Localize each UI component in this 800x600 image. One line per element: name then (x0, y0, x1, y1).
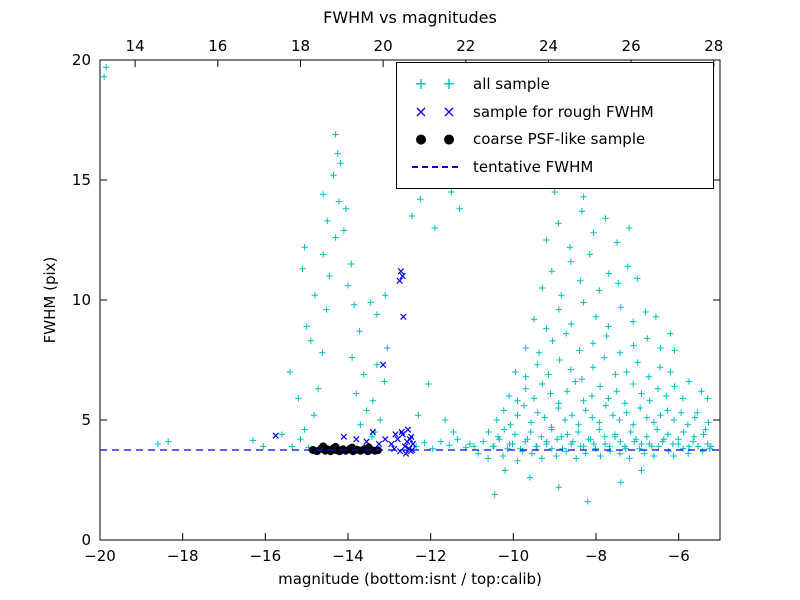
svg-text:5: 5 (81, 411, 91, 429)
legend-item-rough-fwhm: × × sample for rough FWHM (407, 99, 703, 125)
legend-item-all-sample: + + all sample (407, 71, 703, 97)
svg-text:−14: −14 (332, 547, 364, 565)
y-axis-label: FWHM (pix) (41, 256, 59, 344)
svg-text:−12: −12 (415, 547, 447, 565)
svg-text:14: 14 (126, 37, 145, 55)
svg-text:16: 16 (208, 37, 227, 55)
psf-sample-points (308, 442, 382, 456)
all-sample-points (100, 64, 715, 505)
svg-text:−6: −6 (668, 547, 690, 565)
svg-text:10: 10 (72, 291, 91, 309)
svg-text:−16: −16 (249, 547, 281, 565)
svg-text:15: 15 (72, 171, 91, 189)
svg-text:−10: −10 (497, 547, 529, 565)
legend-label: coarse PSF-like sample (473, 130, 646, 149)
svg-text:26: 26 (622, 37, 641, 55)
svg-text:20: 20 (374, 37, 393, 55)
svg-text:−20: −20 (84, 547, 116, 565)
svg-text:18: 18 (291, 37, 310, 55)
tick-labels: −20 −18 −16 −14 −12 −10 −8 −6 14 16 18 20 22 24 26 28 0 5… (72, 37, 723, 565)
svg-text:20: 20 (72, 51, 91, 69)
svg-text:22: 22 (456, 37, 475, 55)
legend-label: all sample (473, 75, 550, 93)
legend-label: sample for rough FWHM (473, 102, 654, 121)
dot-marker-icon: ● ● (415, 131, 455, 147)
svg-text:−18: −18 (167, 547, 199, 565)
svg-text:28: 28 (704, 37, 723, 55)
plus-marker-icon: + + (414, 74, 456, 93)
legend-item-tentative-fwhm: tentative FWHM (407, 154, 703, 180)
rough-fwhm-points (272, 267, 417, 457)
legend: + + all sample × × sample for rough FWHM ●… (396, 62, 714, 189)
svg-text:−8: −8 (585, 547, 607, 565)
dashed-line-icon (407, 165, 463, 168)
svg-text:0: 0 (81, 531, 91, 549)
x-marker-icon: × × (414, 101, 456, 121)
legend-label: tentative FWHM (473, 157, 594, 176)
legend-item-psf-sample: ● ● coarse PSF-like sample (407, 126, 703, 152)
x-axis-label: magnitude (bottom:isnt / top:calib) (278, 570, 542, 588)
chart-title: FWHM vs magnitudes (323, 8, 497, 27)
svg-text:24: 24 (539, 37, 558, 55)
